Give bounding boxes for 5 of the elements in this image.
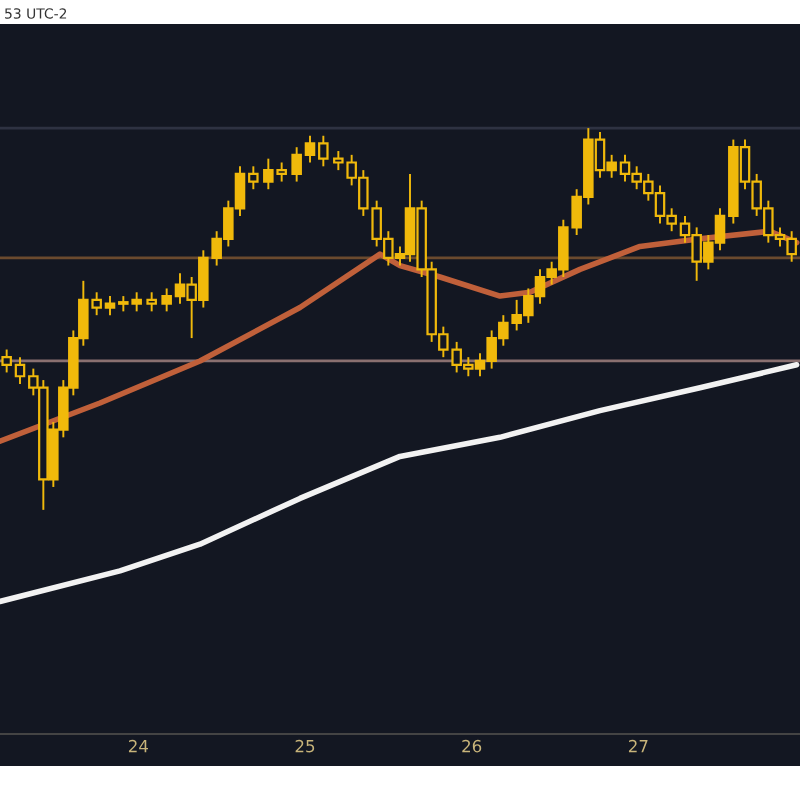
- x-tick-label: 24: [128, 739, 148, 753]
- x-tick-label: 26: [462, 739, 482, 753]
- candlestick: [146, 291, 157, 313]
- x-tick-label: 27: [628, 739, 648, 753]
- x-tick-label: 25: [295, 739, 315, 753]
